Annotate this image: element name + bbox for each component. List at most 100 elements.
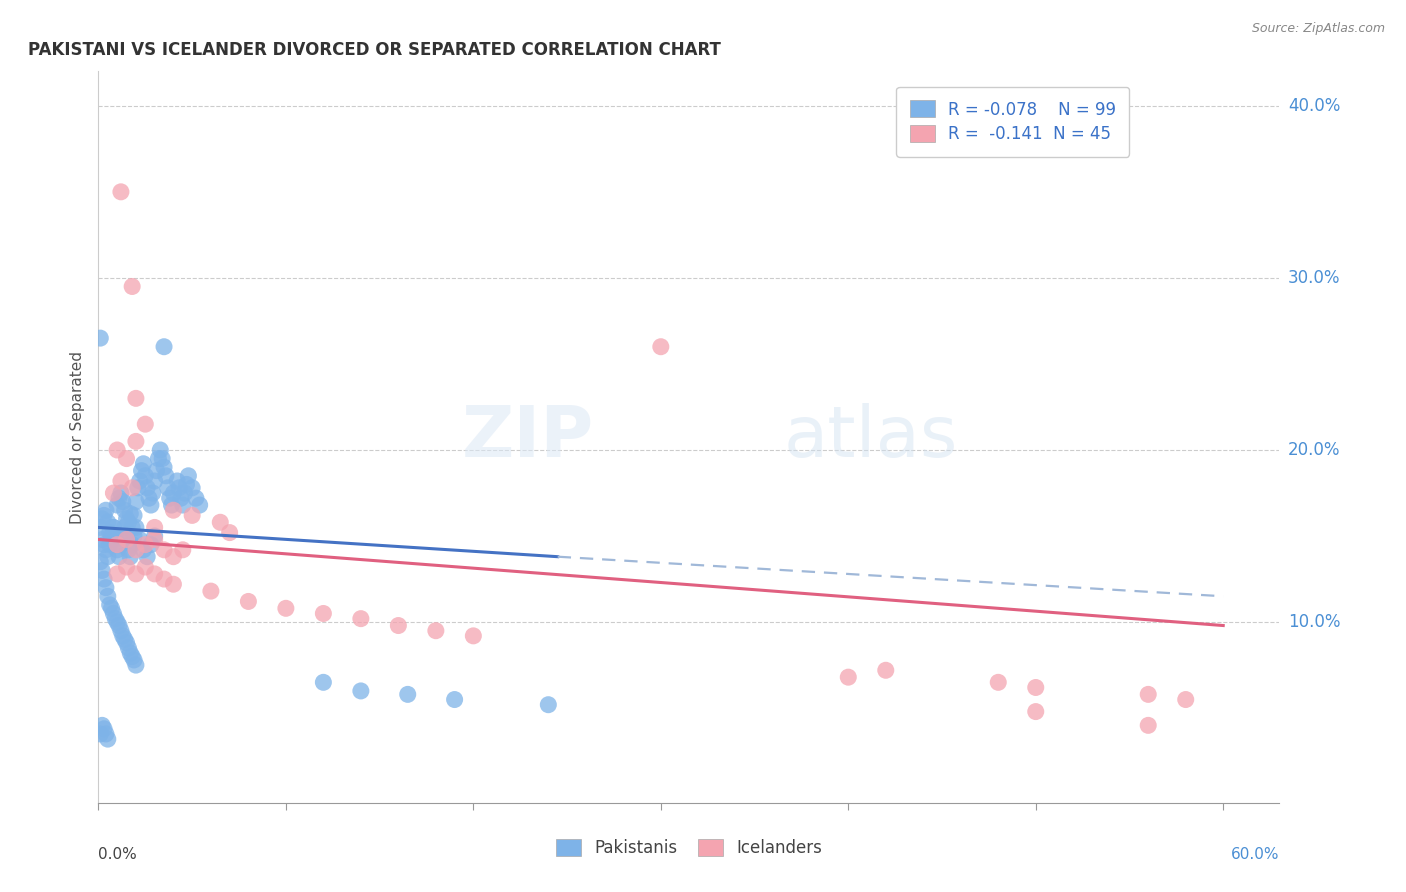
Point <box>115 533 138 547</box>
Point <box>103 607 125 621</box>
Point <box>160 498 183 512</box>
Point <box>98 525 121 540</box>
Y-axis label: Divorced or Separated: Divorced or Separated <box>70 351 86 524</box>
Point <box>111 529 134 543</box>
Point <box>105 538 128 552</box>
Point <box>142 486 165 500</box>
Text: 20.0%: 20.0% <box>1288 441 1340 459</box>
Point <box>100 533 122 547</box>
Point <box>350 684 373 698</box>
Point <box>274 601 297 615</box>
Point <box>425 624 447 638</box>
Point <box>312 607 335 621</box>
Point <box>89 555 111 569</box>
Point <box>104 533 127 547</box>
Point <box>1174 692 1197 706</box>
Point <box>162 577 184 591</box>
Point <box>1137 687 1160 701</box>
Point <box>162 503 184 517</box>
Point <box>143 474 166 488</box>
Point <box>166 474 188 488</box>
Point <box>125 658 148 673</box>
Point <box>138 491 160 505</box>
Point <box>153 542 176 557</box>
Point <box>136 481 159 495</box>
Point <box>121 538 143 552</box>
Text: 40.0%: 40.0% <box>1288 96 1340 115</box>
Point <box>650 340 672 354</box>
Point <box>105 442 128 457</box>
Point <box>100 601 122 615</box>
Point <box>155 468 177 483</box>
Point <box>111 494 134 508</box>
Point <box>108 618 131 632</box>
Point <box>238 594 260 608</box>
Point <box>350 612 373 626</box>
Point <box>117 542 139 557</box>
Point <box>396 687 419 701</box>
Point <box>91 512 114 526</box>
Point <box>159 491 181 505</box>
Point <box>443 692 465 706</box>
Text: atlas: atlas <box>783 402 957 472</box>
Point <box>150 451 173 466</box>
Point <box>132 542 155 557</box>
Point <box>218 525 240 540</box>
Point <box>98 538 121 552</box>
Point <box>125 542 148 557</box>
Point <box>115 560 138 574</box>
Text: 10.0%: 10.0% <box>1288 613 1340 632</box>
Point <box>108 491 131 505</box>
Text: 60.0%: 60.0% <box>1232 847 1279 862</box>
Point <box>125 392 148 406</box>
Point <box>94 542 117 557</box>
Point <box>837 670 859 684</box>
Point <box>93 572 115 586</box>
Point <box>103 520 125 534</box>
Point <box>104 529 127 543</box>
Point <box>122 508 145 523</box>
Point <box>110 474 132 488</box>
Point <box>97 516 120 530</box>
Point <box>122 529 145 543</box>
Text: 30.0%: 30.0% <box>1288 268 1340 287</box>
Point <box>148 451 170 466</box>
Point <box>134 538 156 552</box>
Point <box>172 498 194 512</box>
Point <box>1025 705 1047 719</box>
Point <box>115 533 138 547</box>
Point <box>145 464 167 478</box>
Point <box>115 636 138 650</box>
Legend: Pakistanis, Icelanders: Pakistanis, Icelanders <box>550 832 828 864</box>
Point <box>463 629 485 643</box>
Point <box>143 533 166 547</box>
Point <box>117 516 139 530</box>
Point <box>114 632 136 647</box>
Point <box>312 675 335 690</box>
Point <box>139 538 162 552</box>
Point <box>153 340 176 354</box>
Point <box>875 663 897 677</box>
Point <box>94 503 117 517</box>
Point <box>125 566 148 581</box>
Point <box>200 584 222 599</box>
Point <box>128 533 150 547</box>
Point <box>120 507 142 521</box>
Point <box>115 451 138 466</box>
Point <box>125 434 148 449</box>
Point <box>89 520 111 534</box>
Point <box>97 589 120 603</box>
Point <box>149 442 172 457</box>
Point <box>98 598 121 612</box>
Point <box>121 520 143 534</box>
Point <box>162 486 184 500</box>
Point <box>114 503 136 517</box>
Point <box>120 646 142 660</box>
Point <box>181 508 204 523</box>
Point <box>94 581 117 595</box>
Point <box>131 464 153 478</box>
Point <box>209 516 232 530</box>
Point <box>181 481 204 495</box>
Point <box>121 481 143 495</box>
Point <box>143 529 166 543</box>
